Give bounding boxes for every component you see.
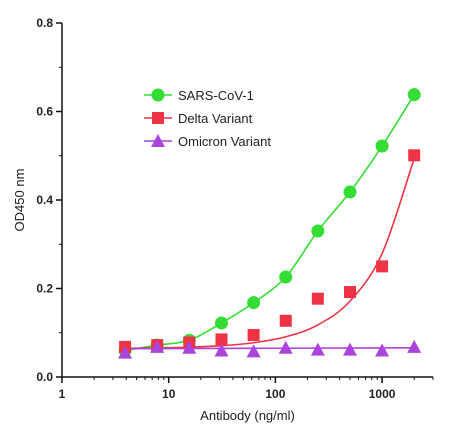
y-tick-label: 0.2 <box>36 282 53 296</box>
data-point <box>375 139 389 153</box>
data-point <box>279 314 292 327</box>
data-point <box>407 339 422 353</box>
x-axis-title: Antibody (ng/ml) <box>200 408 295 423</box>
data-point <box>407 88 421 102</box>
y-axis-title: OD450 nm <box>12 169 27 232</box>
x-tick-label: 10 <box>162 387 176 401</box>
data-point <box>310 342 325 356</box>
y-tick-label: 0.6 <box>36 105 53 119</box>
data-point <box>150 339 165 353</box>
ticks: 0.0 0.2 0.4 0.6 0.8 1 10 100 1000 <box>36 16 434 401</box>
x-tick-label: 1000 <box>369 387 396 401</box>
legend: SARS-CoV-1 Delta Variant Omicron Variant <box>144 88 271 149</box>
data-point <box>375 343 390 357</box>
data-points <box>118 88 422 359</box>
legend-label: SARS-CoV-1 <box>178 88 254 103</box>
x-tick-label: 1 <box>59 387 66 401</box>
fit-curve <box>124 94 415 352</box>
fit-curve <box>125 158 415 350</box>
legend-label: Delta Variant <box>178 111 253 126</box>
data-point <box>214 316 228 330</box>
legend-marker <box>151 134 165 147</box>
data-point <box>118 345 133 359</box>
data-point <box>342 342 357 356</box>
data-point <box>215 333 228 346</box>
data-point <box>408 149 421 162</box>
y-tick-label: 0.4 <box>36 193 53 207</box>
legend-marker <box>152 112 164 124</box>
data-point <box>343 286 356 299</box>
data-point <box>278 340 293 354</box>
fit-curves <box>124 94 415 352</box>
legend-marker <box>151 88 165 102</box>
legend-label: Omicron Variant <box>178 134 271 149</box>
x-tick-label: 100 <box>265 387 285 401</box>
data-point <box>246 344 261 358</box>
axes <box>61 23 433 378</box>
data-point <box>311 224 325 238</box>
y-tick-label: 0.8 <box>36 16 53 30</box>
data-point <box>279 270 293 284</box>
fit-curve <box>125 346 415 350</box>
data-point <box>247 328 260 341</box>
data-point <box>343 185 357 199</box>
data-point <box>311 292 324 305</box>
data-point <box>182 340 197 354</box>
y-tick-label: 0.0 <box>36 370 53 384</box>
data-point <box>214 343 229 357</box>
data-point <box>247 296 261 310</box>
data-point <box>376 260 389 273</box>
